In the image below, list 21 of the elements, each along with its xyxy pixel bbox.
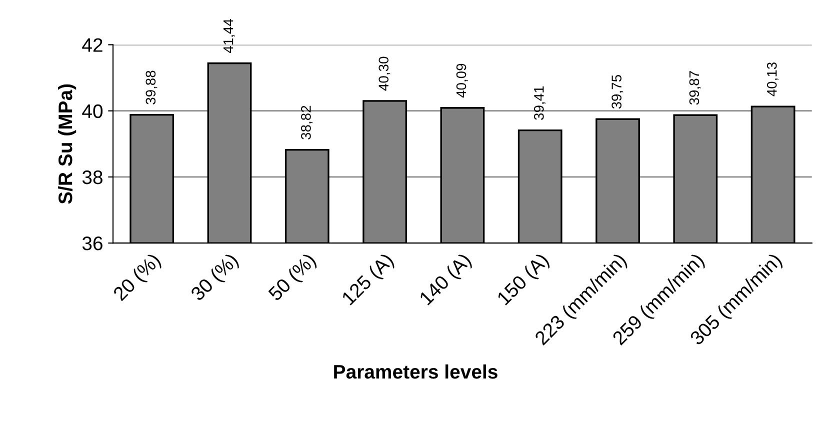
y-tick-label: 40 (82, 104, 103, 118)
data-label: 38,82 (301, 106, 313, 140)
data-label: 39,75 (612, 75, 624, 109)
data-label: 39,88 (146, 70, 158, 104)
x-tick-label: 30 (%) (190, 252, 242, 304)
x-tick-label: 125 (A) (340, 252, 397, 308)
x-tick-label: 50 (%) (267, 252, 320, 304)
data-label: 39,41 (534, 86, 546, 120)
data-label: 40,30 (378, 56, 390, 91)
x-axis-title: Parameters levels (334, 364, 498, 379)
y-tick-label: 42 (82, 38, 102, 52)
y-axis-title: S/R Su (MPa) (58, 84, 76, 204)
x-tick-label: 20 (%) (112, 252, 164, 304)
y-tick-label: 36 (82, 236, 102, 250)
data-label: 40,13 (766, 62, 778, 96)
x-tick-label: 150 (A) (496, 252, 552, 308)
x-tick-label: 140 (A) (418, 252, 474, 308)
data-label: 39,87 (689, 71, 701, 105)
y-tick-label: 38 (82, 170, 102, 184)
data-label: 41,44 (224, 18, 235, 54)
data-label: 40,09 (456, 64, 468, 98)
